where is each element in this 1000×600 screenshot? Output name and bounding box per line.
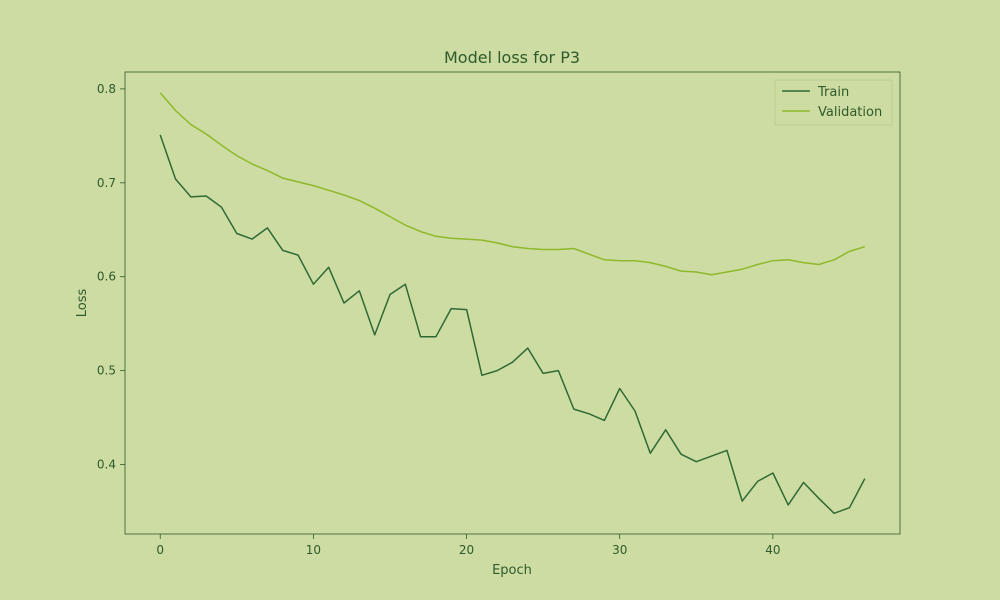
y-tick-label: 0.4 (97, 458, 116, 472)
series-line-train (159, 134, 866, 515)
x-tick-label: 30 (612, 543, 627, 557)
x-axis-ticks: 0 10 20 30 40 (156, 534, 781, 557)
y-tick-label: 0.7 (97, 176, 116, 190)
x-axis-label: Epoch (492, 563, 532, 578)
chart-title: Model loss for P3 (444, 48, 580, 67)
series-layer (159, 92, 866, 515)
plot-area (124, 71, 901, 535)
x-tick-label: 0 (156, 543, 164, 557)
legend-label-validation: Validation (818, 105, 882, 120)
legend: Train Validation (774, 79, 893, 126)
y-tick-label: 0.8 (97, 82, 116, 96)
x-tick-label: 20 (459, 543, 474, 557)
y-axis-label: Loss (75, 289, 90, 318)
legend-box (774, 79, 893, 126)
series-line-validation (159, 92, 866, 276)
plot-frame (124, 71, 901, 535)
y-tick-label: 0.5 (97, 364, 116, 378)
x-tick-label: 10 (306, 543, 321, 557)
y-tick-label: 0.6 (97, 270, 116, 284)
legend-label-train: Train (817, 85, 849, 100)
y-axis-ticks: 0.4 0.5 0.6 0.7 0.8 (97, 82, 125, 472)
x-tick-label: 40 (765, 543, 780, 557)
